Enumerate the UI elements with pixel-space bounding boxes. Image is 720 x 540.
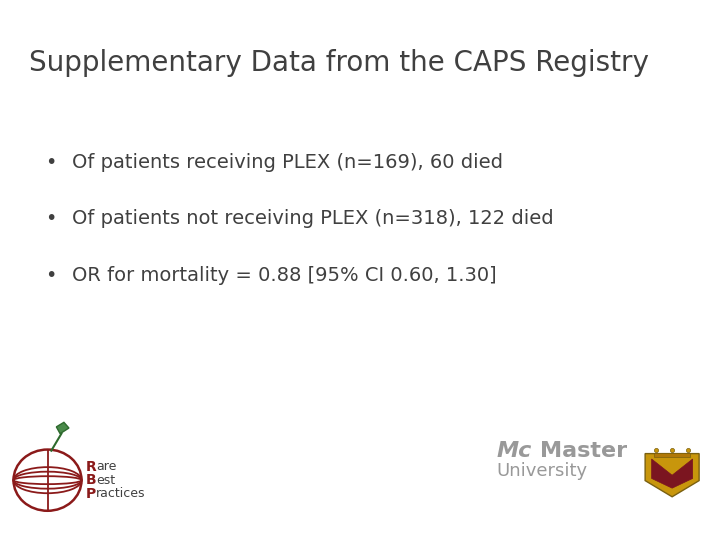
- Text: are: are: [96, 460, 117, 473]
- Polygon shape: [56, 422, 69, 434]
- Text: Of patients not receiving PLEX (n=318), 122 died: Of patients not receiving PLEX (n=318), …: [72, 209, 554, 228]
- Text: est: est: [96, 474, 115, 487]
- Text: University: University: [496, 462, 588, 480]
- Text: •: •: [45, 209, 56, 228]
- Text: •: •: [45, 152, 56, 172]
- Text: ractices: ractices: [96, 487, 145, 500]
- Polygon shape: [654, 453, 690, 457]
- Text: Mc: Mc: [496, 441, 531, 462]
- Text: •: •: [45, 266, 56, 285]
- Text: Supplementary Data from the CAPS Registry: Supplementary Data from the CAPS Registr…: [29, 49, 649, 77]
- Polygon shape: [652, 459, 693, 488]
- Text: P: P: [86, 487, 96, 501]
- Text: Master: Master: [540, 441, 628, 462]
- Polygon shape: [645, 454, 699, 497]
- Text: R: R: [86, 460, 96, 474]
- Text: B: B: [86, 473, 96, 487]
- Text: OR for mortality = 0.88 [95% CI 0.60, 1.30]: OR for mortality = 0.88 [95% CI 0.60, 1.…: [72, 266, 497, 285]
- Text: Of patients receiving PLEX (n=169), 60 died: Of patients receiving PLEX (n=169), 60 d…: [72, 152, 503, 172]
